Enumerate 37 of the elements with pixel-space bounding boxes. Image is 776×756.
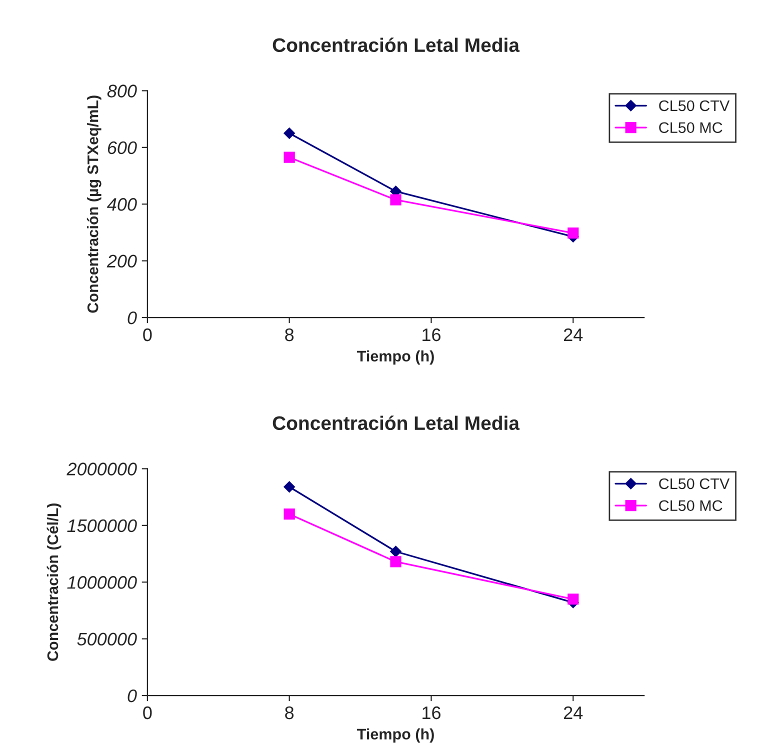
legend-label: CL50 CTV: [659, 478, 730, 490]
x-tick-label: 16: [422, 328, 440, 342]
x-tick-label: 8: [285, 706, 294, 720]
y-tick-label: 600: [108, 141, 137, 154]
x-axis-title: Tiempo (h): [357, 350, 434, 365]
y-tick-label: 0: [128, 689, 137, 702]
x-tick-label: 0: [143, 706, 152, 720]
chart-title: Concentración Letal Media: [272, 38, 520, 52]
y-tick-label: 200: [106, 254, 137, 268]
y-axis-title: Concentración (Cél/L): [46, 504, 62, 661]
y-tick-label: 400: [107, 198, 137, 211]
legend-label: CL50 CTV: [659, 100, 730, 112]
x-tick-label: 24: [564, 328, 583, 342]
point: [284, 508, 295, 520]
y-tick-label: 2000000: [66, 462, 137, 476]
y-tick-label: 1500000: [67, 519, 137, 532]
point: [284, 481, 295, 492]
y-tick-label: 800: [107, 84, 137, 98]
legend-label: CL50 MC: [659, 500, 722, 512]
legend-label: CL50 MC: [659, 122, 722, 134]
point: [284, 128, 295, 139]
y-tick-label: 500000: [77, 632, 137, 646]
x-tick-label: 16: [422, 706, 440, 720]
x-axis-title: Tiempo (h): [357, 728, 434, 743]
point: [390, 546, 402, 558]
chart-title: Concentración Letal Media: [272, 416, 520, 430]
y-axis-title: Concentración (µg STXeq/mL): [86, 96, 102, 313]
point: [284, 152, 295, 163]
point: [568, 227, 579, 239]
point: [390, 194, 402, 206]
y-tick-label: 1000000: [67, 576, 137, 589]
x-tick-label: 24: [564, 706, 583, 720]
point: [568, 594, 579, 605]
y-tick-label: 0: [128, 311, 137, 324]
x-tick-label: 8: [285, 328, 294, 342]
x-tick-label: 0: [143, 328, 152, 342]
point: [390, 556, 402, 568]
